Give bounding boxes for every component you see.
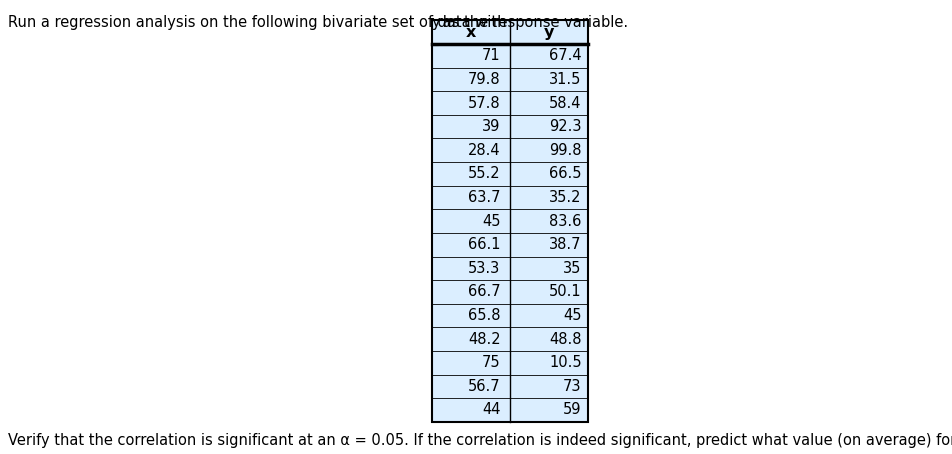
- Text: 53.3: 53.3: [467, 261, 500, 276]
- Bar: [431, 351, 587, 375]
- Text: 66.5: 66.5: [548, 166, 581, 182]
- Text: 38.7: 38.7: [548, 237, 581, 252]
- Text: 39: 39: [482, 119, 500, 134]
- Bar: [431, 304, 587, 327]
- Text: 55.2: 55.2: [467, 166, 500, 182]
- Bar: [431, 44, 587, 68]
- Text: 57.8: 57.8: [467, 95, 500, 111]
- Bar: [431, 138, 587, 162]
- Text: 75: 75: [482, 355, 500, 370]
- Text: 48.8: 48.8: [548, 331, 581, 347]
- Text: Run a regression analysis on the following bivariate set of data with: Run a regression analysis on the followi…: [8, 15, 510, 30]
- Text: x: x: [466, 25, 475, 40]
- Bar: [431, 20, 587, 422]
- Text: 66.1: 66.1: [467, 237, 500, 252]
- Bar: [431, 20, 587, 44]
- Bar: [431, 233, 587, 257]
- Bar: [431, 115, 587, 138]
- Text: 28.4: 28.4: [467, 143, 500, 158]
- Text: 45: 45: [563, 308, 581, 323]
- Bar: [431, 68, 587, 91]
- Text: 73: 73: [563, 379, 581, 394]
- Text: 58.4: 58.4: [548, 95, 581, 111]
- Bar: [431, 280, 587, 304]
- Text: 67.4: 67.4: [548, 48, 581, 64]
- Text: 56.7: 56.7: [467, 379, 500, 394]
- Text: 65.8: 65.8: [467, 308, 500, 323]
- Bar: [431, 257, 587, 280]
- Text: 99.8: 99.8: [548, 143, 581, 158]
- Text: 66.7: 66.7: [467, 284, 500, 300]
- Bar: [431, 162, 587, 186]
- Text: 35: 35: [563, 261, 581, 276]
- Bar: [431, 209, 587, 233]
- Bar: [431, 186, 587, 209]
- Text: 83.6: 83.6: [548, 213, 581, 229]
- Text: y: y: [544, 25, 553, 40]
- Bar: [431, 327, 587, 351]
- Text: 59: 59: [563, 402, 581, 418]
- Bar: [431, 398, 587, 422]
- Text: 50.1: 50.1: [548, 284, 581, 300]
- Text: 92.3: 92.3: [548, 119, 581, 134]
- Text: 45: 45: [482, 213, 500, 229]
- Text: as the response variable.: as the response variable.: [438, 15, 627, 30]
- Text: 79.8: 79.8: [467, 72, 500, 87]
- Text: y: y: [430, 15, 439, 30]
- Text: 44: 44: [482, 402, 500, 418]
- Text: Verify that the correlation is significant at an α = 0.05. If the correlation is: Verify that the correlation is significa…: [8, 433, 952, 448]
- Text: 10.5: 10.5: [548, 355, 581, 370]
- Text: 31.5: 31.5: [548, 72, 581, 87]
- Text: 48.2: 48.2: [467, 331, 500, 347]
- Text: 63.7: 63.7: [467, 190, 500, 205]
- Bar: [431, 91, 587, 115]
- Text: 71: 71: [482, 48, 500, 64]
- Text: 35.2: 35.2: [548, 190, 581, 205]
- Bar: [431, 375, 587, 398]
